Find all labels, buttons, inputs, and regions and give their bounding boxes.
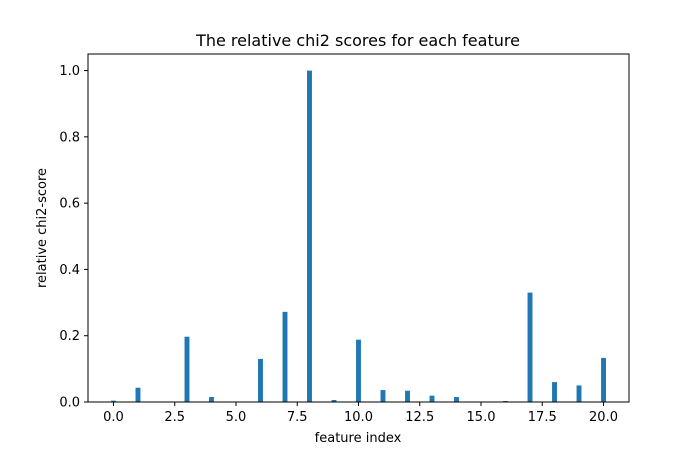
bar-feature-3 [184,336,190,402]
bar-feature-1 [135,387,141,402]
y-tick-label: 1.0 [59,64,80,79]
x-tick-label: 15.0 [467,410,496,425]
bar-feature-12 [405,390,410,402]
x-tick-label: 17.5 [528,410,557,425]
y-tick-label: 0.8 [59,130,80,145]
bar-feature-17 [527,292,533,402]
x-tick-label: 0.0 [103,410,124,425]
bar-feature-9 [331,400,337,402]
y-tick-label: 0.2 [59,329,80,344]
x-tick-label: 7.5 [287,410,308,425]
bar-feature-19 [576,385,582,402]
bar-feature-4 [209,397,214,402]
x-tick-label: 5.0 [226,410,247,425]
x-axis-label: feature index [315,431,402,446]
chart-title: The relative chi2 scores for each featur… [195,31,520,50]
y-tick-label: 0.6 [59,197,80,212]
y-tick-label: 0.0 [59,396,80,411]
y-axis-ticks: 0.0 0.2 0.4 0.6 0.8 1.0 [59,64,88,411]
bar-feature-7 [282,311,288,402]
x-tick-label: 2.5 [164,410,185,425]
bar-feature-8 [307,70,312,402]
bar-feature-6 [258,358,263,402]
bar-feature-18 [552,382,557,402]
bars-group [111,70,606,402]
bar-feature-11 [380,390,386,402]
bar-feature-13 [429,395,435,402]
y-axis-label: relative chi2-score [35,168,50,288]
plot-frame [87,53,630,403]
bar-feature-10 [356,339,361,402]
x-tick-label: 20.0 [589,410,618,425]
x-tick-label: 10.0 [344,410,373,425]
x-axis-ticks: 0.0 2.5 5.0 7.5 10.0 12.5 15.0 17.5 20.0 [103,402,618,425]
x-tick-label: 12.5 [405,410,434,425]
bar-feature-0 [111,400,116,402]
bar-feature-20 [601,357,606,402]
bar-feature-14 [454,397,459,402]
y-tick-label: 0.4 [59,263,80,278]
